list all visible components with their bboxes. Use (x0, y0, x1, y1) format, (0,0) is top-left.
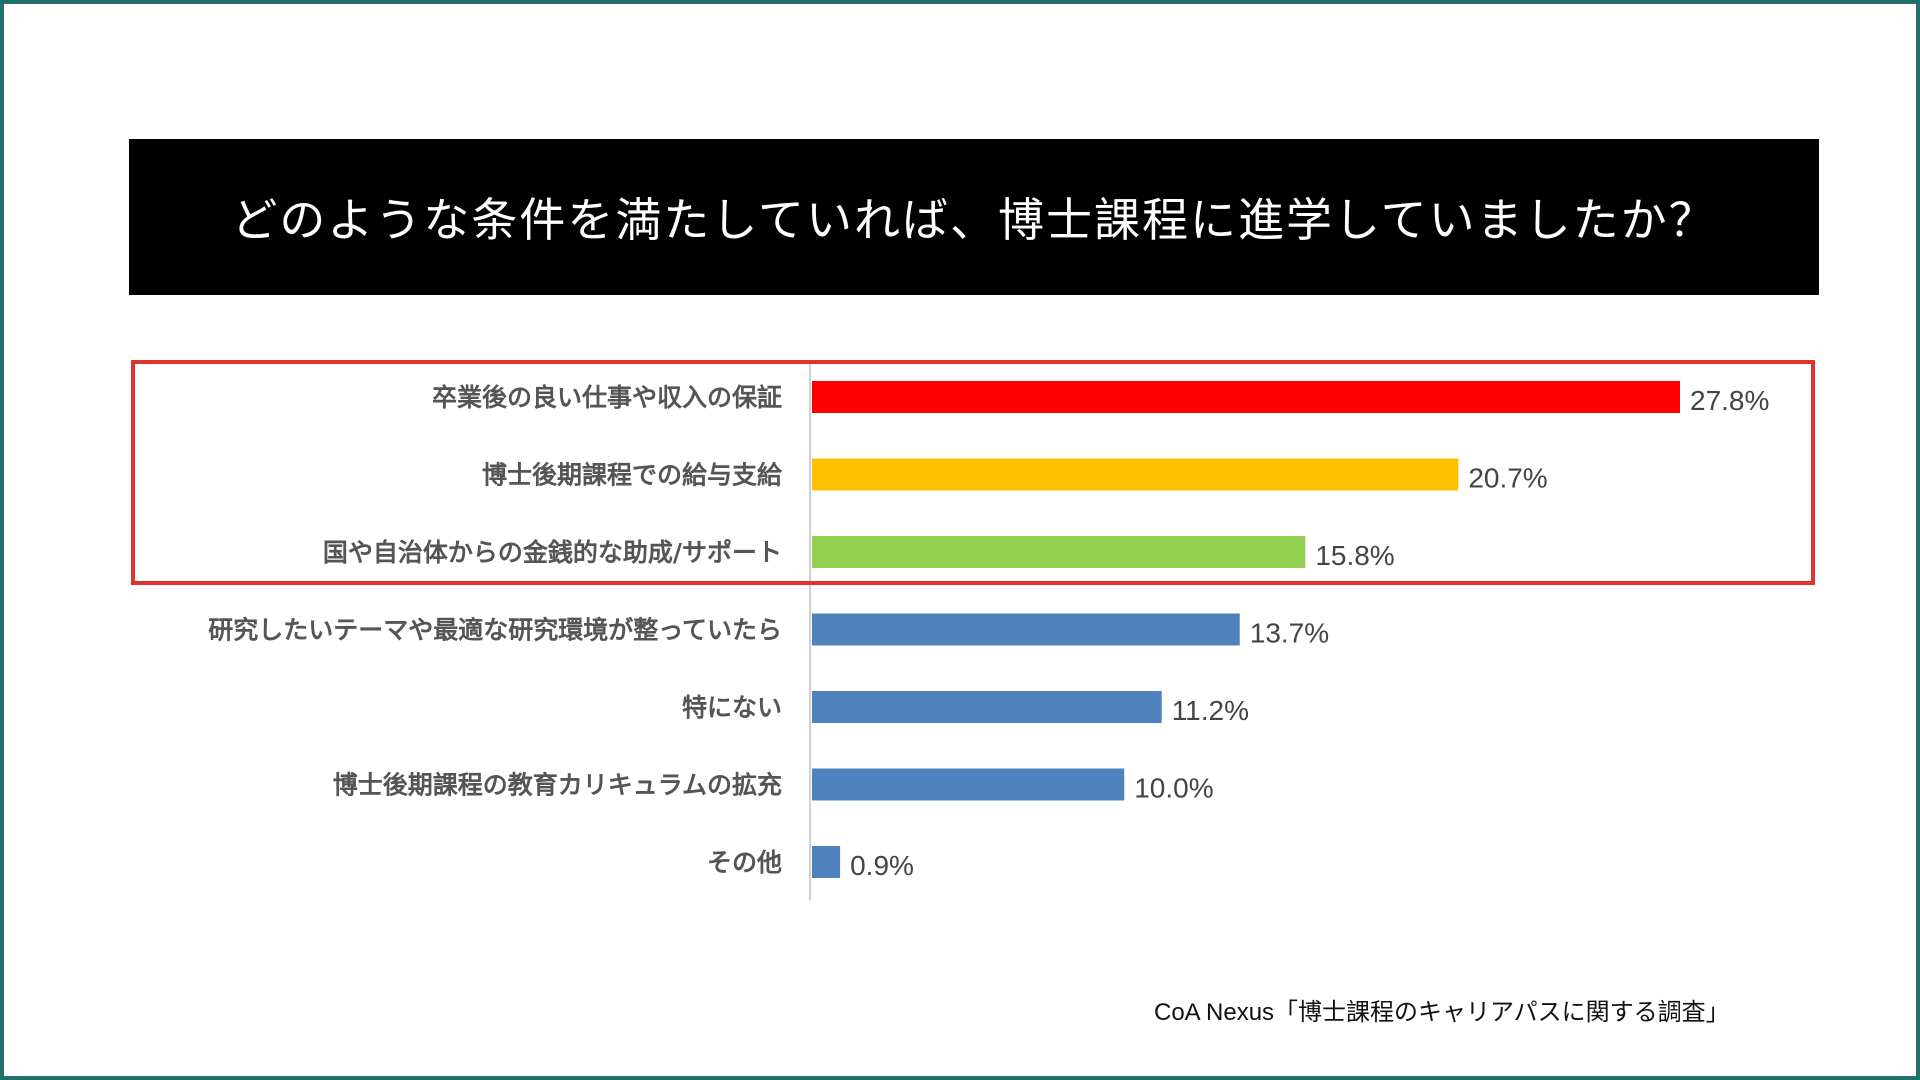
value-label-5: 11.2% (1172, 695, 1249, 726)
category-label-6: 博士後期課程の教育カリキュラムの拡充 (333, 771, 782, 800)
bar-2 (812, 458, 1459, 491)
value-label-7: 0.9% (850, 850, 914, 881)
category-label-1: 卒業後の良い仕事や収入の保証 (432, 383, 782, 412)
bar-7 (812, 846, 841, 878)
chart-title: どのような条件を満たしていれば、博士課程に進学していましたか？ (231, 193, 1717, 247)
value-label-6: 10.0% (1134, 773, 1213, 804)
value-label-2: 20.7% (1468, 463, 1547, 494)
bar-6 (812, 768, 1125, 801)
bar-3 (812, 536, 1306, 568)
category-label-4: 研究したいテーマや最適な研究環境が整っていたら (208, 616, 782, 645)
category-label-5: 特にない (682, 693, 782, 722)
title-banner: どのような条件を満たしていれば、博士課程に進学していましたか？ (129, 139, 1819, 295)
category-label-3: 国や自治体からの金銭的な助成/サポート (323, 538, 782, 567)
source-caption: CoA Nexus「博士課程のキャリアパスに関する調査」 (1154, 999, 1730, 1026)
highlight-box (131, 360, 1815, 585)
value-label-4: 13.7% (1250, 618, 1329, 649)
value-label-3: 15.8% (1315, 540, 1394, 571)
bar-4 (812, 613, 1240, 646)
bar-1 (812, 381, 1680, 413)
category-label-7: その他 (707, 848, 782, 877)
category-label-2: 博士後期課程での給与支給 (482, 461, 783, 490)
value-label-1: 27.8% (1690, 385, 1769, 416)
bar-5 (812, 691, 1162, 723)
